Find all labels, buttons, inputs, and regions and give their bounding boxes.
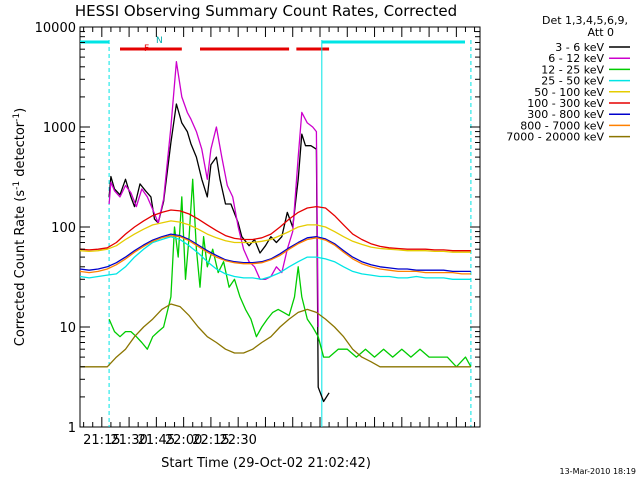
legend-label: 800 - 7000 keV [520,119,604,132]
y-axis-label-sup-2: -1 [12,113,22,122]
legend-label: 300 - 800 keV [527,108,604,121]
y-tick-label: 10 [59,321,76,336]
x-tick-label: 21:15 [83,433,120,448]
x-axis-label: Start Time (29-Oct-02 21:02:42) [161,456,371,471]
x-tick-label: 21:45 [138,433,175,448]
legend-header-line-2: Att 0 [588,26,614,39]
y-tick-label: 1 [68,421,76,436]
y-axis-ticks: 1 10 100 1000 10000 [35,21,480,436]
y-axis-label-end: ) [13,108,28,113]
series-line-5 [79,220,471,253]
y-axis-label: Corrected Count Rate (s-1 detector-1) [12,108,28,346]
legend-label: 6 - 12 keV [548,52,604,65]
y-axis-label-main: Corrected Count Rate (s [13,190,28,347]
footer-date: 13-Mar-2010 18:19 [560,467,637,476]
flag-label-n: N [156,36,163,46]
y-axis-label-mid: detector [13,121,28,181]
series-line-8 [79,234,471,275]
legend-label: 50 - 100 keV [534,86,604,99]
y-tick-label: 1000 [43,121,76,136]
legend-label: 3 - 6 keV [555,41,604,54]
x-tick-label: 22:15 [192,433,229,448]
data-series [79,61,472,403]
legend-label: 100 - 300 keV [527,97,604,110]
series-line-6 [79,205,471,252]
series-line-3 [108,178,472,368]
flag-label-f: F [144,44,149,54]
x-tick-label: 22:30 [219,433,256,448]
series-line-2 [108,61,319,328]
legend-header-line-1: Det 1,3,4,5,6,9, [542,14,628,27]
y-tick-label: 100 [51,221,76,236]
series-line-9 [80,303,471,368]
x-tick-label: 22:00 [165,433,202,448]
legend-label: 7000 - 20000 keV [506,131,604,144]
y-tick-label: 10000 [35,21,76,36]
y-axis-label-sup-1: -1 [12,181,22,190]
series-line-4 [79,236,471,280]
legend-label: 25 - 50 keV [541,75,604,88]
series-line-7 [79,233,471,273]
chart-title: HESSI Observing Summary Count Rates, Cor… [75,2,457,20]
series-line-1 [108,103,330,403]
legend-label: 12 - 25 keV [541,63,604,76]
x-tick-label: 21:30 [110,433,147,448]
